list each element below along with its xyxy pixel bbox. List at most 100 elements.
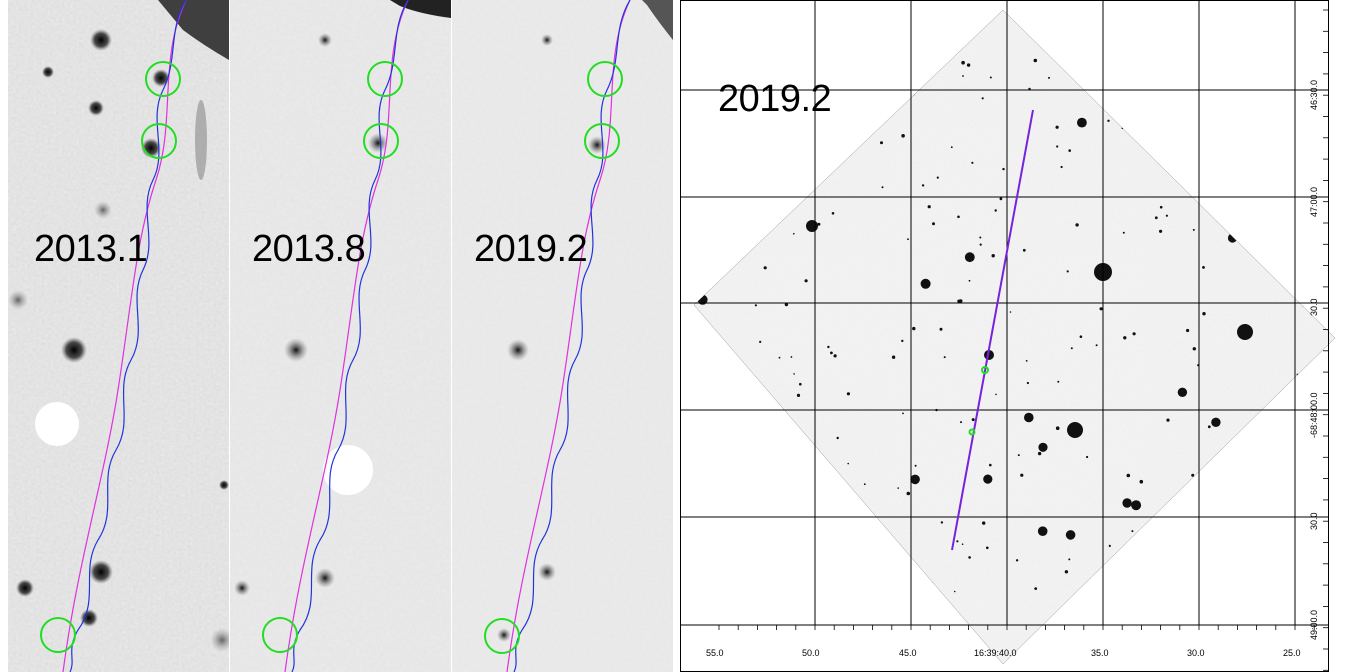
star-dot (1064, 570, 1069, 574)
star-dot (1099, 307, 1103, 311)
star-dot (1075, 223, 1079, 227)
star-dot (1122, 498, 1132, 508)
star-dot (1211, 417, 1221, 427)
bright-star (806, 220, 818, 232)
star-dot (1131, 500, 1142, 511)
star-dot (910, 474, 920, 485)
star-dot (836, 436, 839, 440)
ra-tick-label: 25.0 (1283, 648, 1301, 658)
star-dot (979, 236, 982, 239)
star-dot (784, 302, 789, 307)
target-circle (367, 61, 403, 97)
star-dot (1068, 558, 1071, 561)
star-dot (960, 421, 962, 424)
star-dot (1037, 451, 1042, 456)
star-dot (1048, 76, 1050, 79)
wide-field-panel: 2019.2 55.0 50.0 45.0 16:39:40.0 35.0 30… (680, 0, 1355, 672)
star-dot (754, 304, 757, 307)
star-dot (989, 76, 992, 79)
star-dot (932, 222, 935, 226)
star-dot (986, 546, 989, 550)
dec-tick-label: 49:00.0 (1309, 609, 1319, 640)
bright-star (1067, 422, 1083, 438)
star-dot (901, 339, 904, 343)
ra-tick-label: 45.0 (899, 648, 917, 658)
star-dot (927, 205, 931, 209)
star-dot (1025, 360, 1028, 362)
star-dot (994, 209, 997, 212)
star-dot (1015, 559, 1019, 562)
star-dot (1034, 587, 1038, 590)
star-dot (796, 393, 801, 397)
target-marker (968, 428, 976, 436)
star-dot (957, 215, 960, 219)
star-dot (1056, 145, 1059, 148)
star-dot (989, 463, 992, 467)
star-dot (983, 474, 993, 484)
target-circle (584, 123, 620, 159)
bright-star (1237, 324, 1253, 340)
star-dot (1020, 473, 1024, 477)
star-dot (979, 243, 982, 246)
star-dot (1192, 347, 1196, 351)
star-dot (1159, 229, 1163, 233)
star-dot (1177, 387, 1188, 397)
star-dot (943, 356, 946, 359)
star-dot (961, 60, 965, 65)
dec-tick-label: 46:30.0 (1309, 79, 1319, 110)
star-dot (831, 212, 835, 215)
star-dot (1026, 381, 1029, 385)
target-circle (587, 61, 623, 97)
star-dot (950, 146, 953, 149)
star-dot (897, 487, 899, 489)
star-dot (968, 556, 971, 559)
target-circle (262, 617, 298, 653)
star-dot (1122, 231, 1125, 234)
star-dot (1154, 216, 1158, 220)
star-dot (1108, 544, 1111, 548)
star-dot (907, 238, 909, 241)
star-dot (1022, 248, 1026, 252)
target-marker (981, 366, 989, 374)
star-dot (1159, 205, 1163, 209)
star-dot (763, 266, 767, 270)
star-dot (940, 521, 944, 524)
star-dot (1126, 473, 1131, 478)
panel-image (452, 0, 673, 672)
star-dot (1202, 266, 1205, 269)
star-dot (1060, 165, 1063, 169)
dec-tick-label: -68:48:00.0 (1309, 392, 1319, 438)
star-dot (966, 63, 971, 67)
star-dot (968, 279, 971, 282)
ra-tick-label: 50.0 (802, 648, 820, 658)
star-dot (981, 97, 984, 100)
star-dot (962, 75, 964, 77)
star-dot (912, 326, 916, 331)
star-dot (964, 252, 975, 263)
epoch-label: 2019.2 (474, 228, 588, 270)
star-dot (958, 299, 963, 303)
star-dot (1202, 312, 1206, 316)
star-dot (1068, 149, 1071, 152)
star-dot (827, 345, 830, 349)
star-dot (1132, 332, 1136, 336)
star-dot (921, 184, 925, 187)
star-dot (982, 521, 986, 525)
target-circle (363, 123, 399, 159)
star-dot (1055, 426, 1060, 431)
star-dot (830, 351, 833, 355)
star-dot (1107, 119, 1110, 123)
epoch-label: 2013.8 (252, 228, 366, 270)
star-dot (1033, 58, 1038, 63)
star-dot (991, 254, 995, 258)
dec-tick-label: 47:00.0 (1309, 186, 1319, 217)
star-dot (799, 382, 802, 386)
target-circle (141, 123, 177, 159)
star-dot (971, 161, 974, 164)
image-panel-2013-8: 2013.8 (230, 0, 451, 672)
star-dot (1191, 473, 1195, 477)
star-dot (995, 393, 997, 396)
star-dot (846, 392, 850, 396)
ra-tick-label: 35.0 (1091, 648, 1109, 658)
star-dot (906, 491, 911, 496)
